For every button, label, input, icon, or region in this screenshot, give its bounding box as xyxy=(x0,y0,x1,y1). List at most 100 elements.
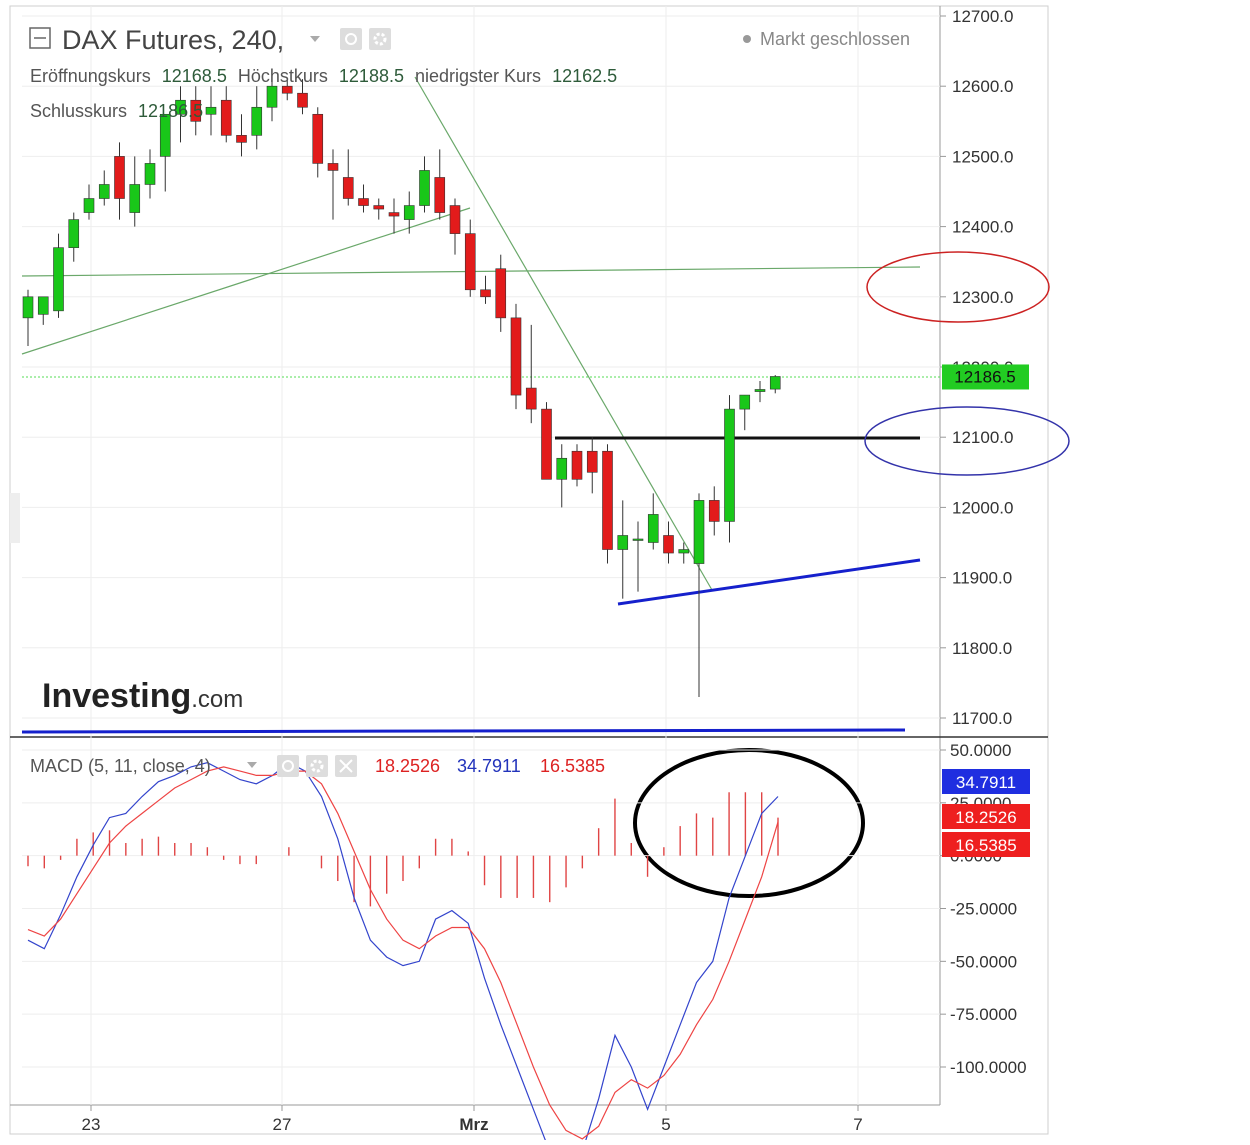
candle-body xyxy=(68,219,80,248)
eye-icon[interactable] xyxy=(340,28,362,50)
close-value: 12186.5 xyxy=(138,101,203,121)
candle-body xyxy=(403,205,415,220)
logo-suffix: .com xyxy=(191,686,243,713)
chevron-down-icon[interactable] xyxy=(310,36,320,42)
candle-body xyxy=(358,198,369,206)
macd-tick-label: 50.0000 xyxy=(950,741,1011,760)
price-tick-label: 12000.0 xyxy=(952,498,1013,517)
low-label: niedrigster Kurs xyxy=(415,66,541,86)
macd-signal-value: 16.5385 xyxy=(540,756,605,776)
candle-body xyxy=(556,457,568,480)
chart-title: DAX Futures, 240, xyxy=(62,25,284,55)
candle-body xyxy=(388,212,400,217)
price-tick-label: 11700.0 xyxy=(952,709,1012,728)
price-tick-label: 11900.0 xyxy=(952,569,1012,588)
macd-hist-value: 18.2526 xyxy=(375,756,440,776)
chart-header: DAX Futures, 240, Markt geschlossen Eröf… xyxy=(29,25,910,121)
candle-body xyxy=(297,92,308,108)
price-tick-label: 12700.0 xyxy=(952,7,1013,26)
ohlc-line-1: Eröffnungskurs 12168.5 Höchstkurs 12188.… xyxy=(30,66,617,86)
current-price-badge-bg xyxy=(942,364,1029,390)
signal-line xyxy=(27,766,779,1140)
candle-body xyxy=(190,99,202,122)
candles xyxy=(22,72,781,697)
time-tick-label: 5 xyxy=(661,1115,670,1134)
candle-body xyxy=(312,113,324,164)
candle-body xyxy=(144,163,156,185)
status-dot-icon xyxy=(743,35,751,43)
candle-body xyxy=(586,450,598,473)
rising-trendline xyxy=(21,207,471,355)
candle-body xyxy=(281,85,293,94)
macd-badge-hist-text: 18.2526 xyxy=(955,808,1016,827)
price-tick-label: 12300.0 xyxy=(952,288,1013,307)
collapse-icon[interactable] xyxy=(29,27,51,49)
macd-close-icon-x xyxy=(339,759,353,773)
candle-body xyxy=(663,535,674,554)
chart-frame xyxy=(9,5,1049,1135)
price-tick-label: 12500.0 xyxy=(952,147,1013,166)
candle-body xyxy=(419,170,430,206)
time-tick-label: Mrz xyxy=(459,1115,488,1134)
blue-bottom-line xyxy=(21,728,906,734)
candle-body xyxy=(327,163,339,171)
macd-badge-hist xyxy=(942,804,1030,829)
macd-tick-label: -25.0000 xyxy=(950,900,1017,919)
candle-body xyxy=(434,177,446,213)
macd-eye-icon[interactable] xyxy=(277,755,299,777)
macd-header: MACD (5, 11, close, 4) 18.2526 34.7911 1… xyxy=(30,755,605,777)
macd-badge-signal-text: 16.5385 xyxy=(955,836,1016,855)
trendlines xyxy=(21,76,940,734)
candle-body xyxy=(220,99,232,136)
macd-gear-icon-teeth xyxy=(310,759,324,773)
price-tick-label: 12100.0 xyxy=(952,428,1013,447)
macd-title: MACD (5, 11, close, 4) xyxy=(30,756,211,776)
blue-ellipse-annotation xyxy=(864,406,1070,476)
gear-icon[interactable] xyxy=(369,28,391,50)
candle-body xyxy=(769,376,781,390)
scroll-handle[interactable] xyxy=(10,493,20,543)
candle-body xyxy=(83,198,95,213)
candle-body xyxy=(739,394,751,410)
macd-line xyxy=(27,761,779,1145)
candle-body xyxy=(480,289,491,298)
candle-body xyxy=(266,85,278,108)
low-value: 12162.5 xyxy=(552,66,617,86)
macd-axis: 50.000025.00000.0000-25.0000-50.0000-75.… xyxy=(940,741,1027,1077)
candle-body xyxy=(617,535,629,550)
macd-gear-icon[interactable] xyxy=(306,755,328,777)
candle-body xyxy=(678,549,690,554)
candle-body xyxy=(495,268,507,319)
price-tick-label: 11800.0 xyxy=(952,639,1012,658)
macd-macd-value: 34.7911 xyxy=(457,756,521,776)
candle-body xyxy=(236,135,247,143)
candle-body xyxy=(693,500,705,564)
candle-body xyxy=(205,106,217,115)
time-tick-label: 7 xyxy=(853,1115,862,1134)
candle-body xyxy=(129,184,141,213)
candle-body xyxy=(724,408,735,522)
candle-body xyxy=(98,184,110,199)
time-tick-label: 27 xyxy=(273,1115,292,1134)
high-value: 12188.5 xyxy=(339,66,404,86)
macd-tick-label: -100.0000 xyxy=(950,1058,1027,1077)
candle-body xyxy=(251,106,263,136)
candle-body xyxy=(754,389,766,392)
candle-body xyxy=(464,233,476,291)
macd-grid xyxy=(22,749,940,1068)
candle-body xyxy=(342,177,354,199)
macd-chevron-down-icon[interactable] xyxy=(247,762,257,768)
grid xyxy=(22,6,940,1105)
candle-body xyxy=(53,247,64,312)
high-label: Höchstkurs xyxy=(238,66,328,86)
candle-body xyxy=(159,113,171,157)
macd-badge-blue xyxy=(942,769,1030,794)
candle-body xyxy=(525,387,537,410)
ohlc-line-2: Schlusskurs 12186.5 xyxy=(30,101,203,121)
macd-tick-label: -75.0000 xyxy=(950,1005,1017,1024)
candle-body xyxy=(449,205,461,234)
current-price-label: 12186.5 xyxy=(954,367,1015,386)
candle-body xyxy=(37,296,49,315)
